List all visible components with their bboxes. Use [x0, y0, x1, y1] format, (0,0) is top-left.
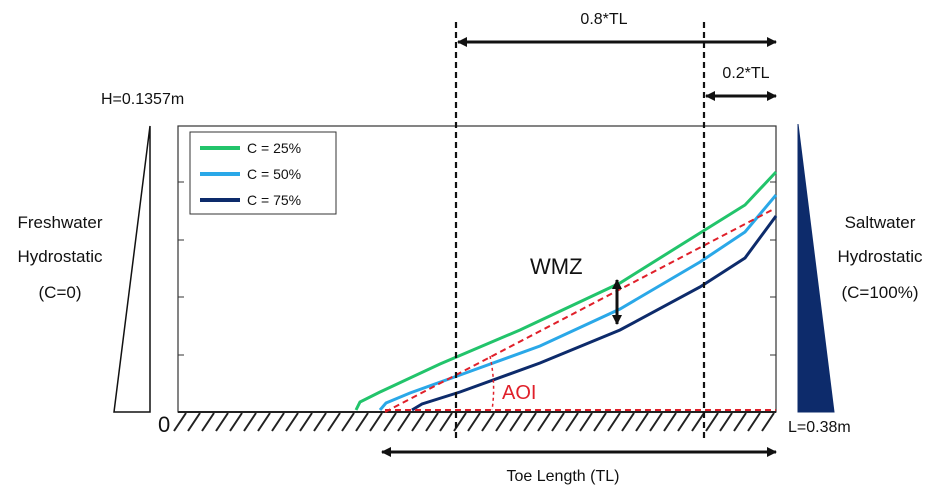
label-origin: 0 — [158, 412, 170, 437]
hatch-mark — [523, 412, 537, 432]
hatch-mark — [397, 412, 411, 432]
left-axis-ticks — [178, 181, 184, 356]
hatch-mark — [369, 412, 383, 432]
hatch-mark — [173, 412, 187, 432]
label-freshwater-1: Freshwater — [17, 213, 102, 232]
hatch-mark — [565, 412, 579, 432]
hatch-mark — [747, 412, 761, 432]
label-saltwater-1: Saltwater — [845, 213, 916, 232]
hatch-mark — [509, 412, 523, 432]
hatch-mark — [649, 412, 663, 432]
hatch-mark — [663, 412, 677, 432]
legend: C = 25% C = 50% C = 75% — [189, 131, 337, 215]
saltwater-hydrostatic-triangle — [797, 123, 835, 413]
hatch-mark — [467, 412, 481, 432]
aoi-angle-arc — [489, 355, 495, 411]
legend-label-c50: C = 50% — [247, 166, 301, 182]
label-dim-08tl: 0.8*TL — [580, 11, 627, 28]
hatch-mark — [271, 412, 285, 432]
hatch-mark — [621, 412, 635, 432]
hatch-mark — [215, 412, 229, 432]
curve-c50 — [378, 194, 778, 411]
hatch-mark — [719, 412, 733, 432]
freshwater-hydrostatic-triangle — [113, 125, 151, 413]
hatch-mark — [229, 412, 243, 432]
hatch-mark — [761, 412, 775, 432]
hatch-mark — [341, 412, 355, 432]
hatch-mark — [551, 412, 565, 432]
hatch-mark — [355, 412, 369, 432]
label-aoi: AOI — [502, 382, 536, 404]
label-freshwater-3: (C=0) — [39, 283, 82, 302]
label-height: H=0.1357m — [101, 91, 184, 108]
hatch-mark — [495, 412, 509, 432]
legend-label-c75: C = 75% — [247, 192, 301, 208]
hatch-mark — [425, 412, 439, 432]
label-length: L=0.38m — [788, 419, 851, 436]
hatch-mark — [201, 412, 215, 432]
hatch-mark — [243, 412, 257, 432]
hatch-mark — [187, 412, 201, 432]
hatch-mark — [705, 412, 719, 432]
right-axis-ticks — [770, 181, 776, 356]
hatch-mark — [299, 412, 313, 432]
hatch-mark — [313, 412, 327, 432]
hatch-mark — [285, 412, 299, 432]
hatch-mark — [579, 412, 593, 432]
hatch-mark — [677, 412, 691, 432]
hatch-mark — [607, 412, 621, 432]
label-saltwater-3: (C=100%) — [841, 283, 918, 302]
hatch-mark — [383, 412, 397, 432]
hatch-mark — [411, 412, 425, 432]
hatch-mark — [439, 412, 453, 432]
hatch-mark — [593, 412, 607, 432]
curve-c25 — [354, 170, 778, 411]
legend-label-c25: C = 25% — [247, 140, 301, 156]
label-freshwater-2: Hydrostatic — [17, 247, 103, 266]
label-saltwater-2: Hydrostatic — [837, 247, 923, 266]
hatch-mark — [733, 412, 747, 432]
ground-hatch — [173, 412, 775, 432]
hatch-mark — [327, 412, 341, 432]
aoi-slope-line — [384, 209, 773, 413]
curve-c75 — [411, 215, 778, 412]
hatch-mark — [481, 412, 495, 432]
hatch-mark — [691, 412, 705, 432]
label-wmz: WMZ — [530, 254, 583, 279]
hatch-mark — [257, 412, 271, 432]
label-dim-02tl: 0.2*TL — [722, 65, 769, 82]
hatch-mark — [635, 412, 649, 432]
hatch-mark — [537, 412, 551, 432]
hatch-mark — [453, 412, 467, 432]
label-toe-length: Toe Length (TL) — [507, 468, 620, 485]
